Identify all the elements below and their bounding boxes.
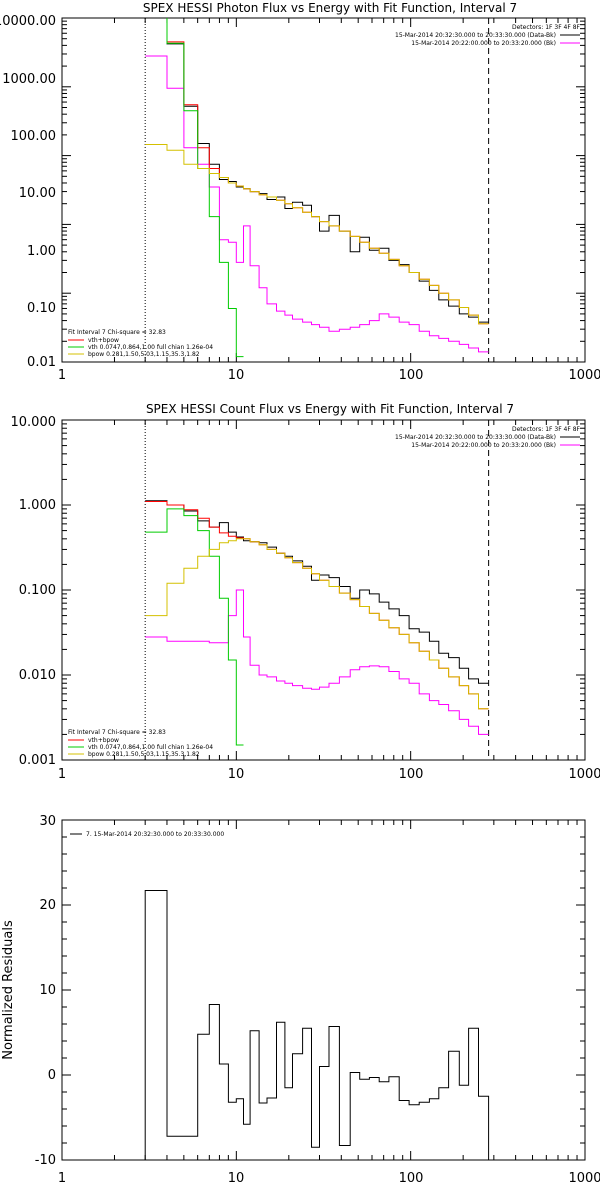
residuals-x-tick-label: 10	[228, 1171, 245, 1186]
count-y-tick-label: 0.001	[19, 753, 56, 768]
photon-y-tick-label: 1000.00	[2, 72, 56, 87]
count-legend-bk: 15-Mar-2014 20:22:00.000 to 20:33:20.000…	[411, 442, 556, 449]
series-residuals-line	[144, 890, 490, 1160]
residuals-y-tick-label: 0	[48, 1068, 56, 1083]
photon-y-tick-label: 10.00	[19, 186, 56, 201]
count-flux-title: SPEX HESSI Count Flux vs Energy with Fit…	[146, 402, 514, 416]
count-flux-panel: SPEX HESSI Count Flux vs Energy with Fit…	[11, 402, 600, 782]
photon-y-tick-label: 0.10	[27, 301, 56, 316]
residuals-y-axis-label: Normalized Residuals	[1, 920, 16, 1060]
photon-legend-bpow: bpow 0.281,1.50,5.03,1.15,35.3,1.82	[88, 351, 200, 358]
series-vth-line	[145, 508, 244, 746]
photon-y-tick-label: 0.01	[27, 355, 56, 370]
residuals-y-tick-label: 30	[39, 814, 56, 829]
residuals-y-tick-label: -10	[35, 1153, 56, 1168]
count-x-tick-label: 1	[58, 767, 66, 782]
photon-legend-vthbpow: vth+bpow	[88, 337, 119, 344]
count-legend-vth: vth 0.0747,0.864,1.00 full chian 1.26e-0…	[88, 744, 213, 751]
series-bpow-line	[145, 144, 489, 325]
residuals-y-tick-label: 10	[39, 983, 56, 998]
count-y-tick-label: 0.100	[19, 583, 56, 598]
count-x-tick-label: 1000	[568, 767, 600, 782]
residuals-legend-label: 7. 15-Mar-2014 20:32:30.000 to 20:33:30.…	[86, 831, 224, 838]
photon-x-tick-label: 100	[399, 368, 424, 383]
count-x-tick-label: 10	[228, 767, 245, 782]
photon-legend-detectors: Detectors: 1F 3F 4F 8F	[512, 24, 581, 31]
photon-x-tick-label: 10	[228, 368, 245, 383]
residuals-frame	[61, 819, 586, 1161]
series-data-bk-line	[145, 500, 489, 684]
count-y-tick-label: 1.000	[19, 498, 56, 513]
photon-x-tick-label: 1	[58, 368, 66, 383]
count-legend-data-bk: 15-Mar-2014 20:32:30.000 to 20:33:30.000…	[395, 434, 556, 441]
count-legend-fit-interval: Fit Interval 7 Chi-square = 32.83	[68, 729, 166, 736]
series-bk-line	[145, 55, 489, 353]
series-bpow-line	[145, 538, 489, 710]
series-bk-line	[145, 589, 489, 735]
residuals-x-tick-label: 1	[58, 1171, 66, 1186]
count-legend-detectors: Detectors: 1F 3F 4F 8F	[512, 426, 581, 433]
series-vth-bpow-line	[166, 18, 489, 325]
residuals-x-tick-label: 1000	[568, 1171, 600, 1186]
photon-x-tick-label: 1000	[568, 368, 600, 383]
count-legend-vthbpow: vth+bpow	[88, 737, 119, 744]
series-vth-bpow-line	[145, 501, 489, 710]
residuals-y-tick-label: 20	[39, 898, 56, 913]
photon-flux-frame	[61, 17, 586, 363]
photon-y-tick-label: 10000.00	[0, 14, 56, 29]
residuals-panel: Normalized Residuals 1 10 100 1000 -10 0…	[1, 814, 600, 1186]
series-data-bk-line	[166, 18, 489, 323]
series-vth-line	[166, 18, 244, 358]
photon-legend-data-bk: 15-Mar-2014 20:32:30.000 to 20:33:30.000…	[395, 32, 556, 39]
count-legend-bpow: bpow 0.281,1.50,5.03,1.15,35.3,1.82	[88, 751, 200, 758]
photon-legend-fit-interval: Fit Interval 7 Chi-square = 32.83	[68, 329, 166, 336]
photon-flux-panel: SPEX HESSI Photon Flux vs Energy with Fi…	[0, 1, 600, 383]
photon-y-tick-label: 100.00	[11, 129, 57, 144]
count-x-tick-label: 100	[399, 767, 424, 782]
photon-flux-title: SPEX HESSI Photon Flux vs Energy with Fi…	[143, 1, 517, 15]
count-flux-frame	[61, 419, 586, 761]
photon-y-tick-label: 1.00	[27, 244, 56, 259]
residuals-x-tick-label: 100	[399, 1171, 424, 1186]
photon-legend-vth: vth 0.0747,0.864,1.00 full chian 1.26e-0…	[88, 344, 213, 351]
count-y-tick-label: 10.000	[11, 415, 57, 430]
count-y-tick-label: 0.010	[19, 668, 56, 683]
photon-legend-bk: 15-Mar-2014 20:22:00.000 to 20:33:20.000…	[411, 40, 556, 47]
